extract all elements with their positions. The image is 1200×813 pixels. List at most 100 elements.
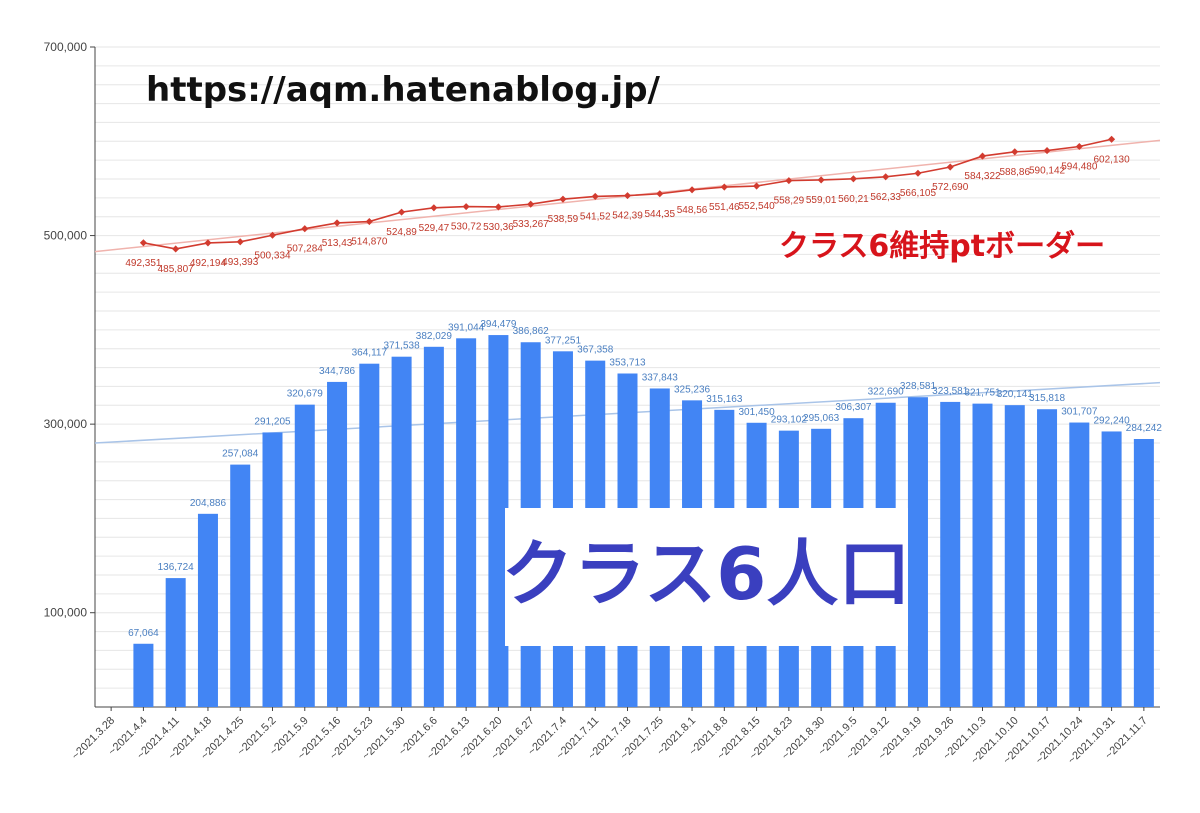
bar <box>1069 422 1090 707</box>
line-data-label: 492,194 <box>190 258 227 269</box>
line-data-label: 530,36 <box>483 222 514 233</box>
bar <box>1004 405 1025 707</box>
line-point <box>527 200 535 208</box>
line-data-label: 524,89 <box>386 227 417 238</box>
line-point <box>753 182 761 190</box>
line-data-label: 485,807 <box>158 264 195 275</box>
line-point <box>785 177 793 185</box>
line-data-label: 594,480 <box>1061 161 1098 172</box>
bar <box>294 404 315 707</box>
bar <box>327 381 348 707</box>
line-data-label: 590,142 <box>1029 166 1066 177</box>
line-data-label: 558,29 <box>774 196 805 207</box>
line-data-label: 513,43 <box>322 238 353 249</box>
y-tick-label: 100,000 <box>44 606 88 620</box>
line-data-label: 566,105 <box>900 188 937 199</box>
bar-data-label: 320,679 <box>287 389 324 400</box>
bar-data-label: 337,843 <box>642 372 679 383</box>
bar-data-label: 301,707 <box>1061 407 1098 418</box>
bar <box>165 578 186 707</box>
line-data-label: 588,86 <box>999 167 1030 178</box>
y-tick-label: 500,000 <box>44 229 88 243</box>
bar-data-label: 325,236 <box>674 384 711 395</box>
bar <box>423 346 444 707</box>
line-point <box>365 218 373 226</box>
bar-data-label: 257,084 <box>222 449 259 460</box>
bar-data-label: 353,713 <box>609 357 646 368</box>
bar-data-label: 322,690 <box>868 387 905 398</box>
line-point <box>462 203 470 211</box>
border-title-annotation: クラス6維持ptボーダー <box>779 229 1105 264</box>
bar-data-label: 367,358 <box>577 345 614 356</box>
line-point <box>204 239 212 247</box>
blog-url-annotation: https://aqm.hatenablog.jp/ <box>146 70 661 110</box>
line-data-label: 500,334 <box>254 250 291 261</box>
line-data-label: 559,01 <box>806 195 837 206</box>
line-data-label: 493,393 <box>222 257 259 268</box>
bar-data-label: 67,064 <box>128 628 159 639</box>
bar-data-label: 323,581 <box>932 386 969 397</box>
line-data-label: 544,35 <box>644 209 675 220</box>
line-point <box>591 192 599 200</box>
line-point <box>301 225 309 233</box>
line-point <box>559 195 567 203</box>
line-data-label: 551,46 <box>709 202 740 213</box>
line-point <box>656 190 664 198</box>
line-point <box>494 203 502 211</box>
bar-data-label: 293,102 <box>771 415 808 426</box>
line-point <box>914 169 922 177</box>
bar-data-label: 321,751 <box>964 388 1001 399</box>
bar <box>1101 431 1122 707</box>
bar <box>940 401 961 707</box>
line-series <box>139 135 1116 253</box>
bar-data-label: 328,581 <box>900 381 937 392</box>
line-data-label: 529,47 <box>419 223 450 234</box>
bar <box>1133 439 1154 707</box>
bar <box>456 338 477 707</box>
population-title-box <box>505 508 908 646</box>
line-point <box>236 238 244 246</box>
bar-data-label: 306,307 <box>835 402 872 413</box>
line-data-label: 552,540 <box>739 201 776 212</box>
bar-data-label: 136,724 <box>158 562 195 573</box>
bar-data-label: 391,044 <box>448 322 485 333</box>
bar-data-label: 204,886 <box>190 498 227 509</box>
line-point <box>398 208 406 216</box>
line-point <box>817 176 825 184</box>
bar <box>133 643 154 707</box>
line-point <box>882 173 890 181</box>
line-data-label: 514,870 <box>351 237 388 248</box>
bar <box>230 464 251 707</box>
line-point <box>623 192 632 200</box>
line-data-label: 507,284 <box>287 244 324 255</box>
bar <box>391 356 412 707</box>
line-point <box>268 231 277 239</box>
bar-data-labels: 67,064 136,724 204,886 257,084 291,205 320,67… <box>128 319 1162 639</box>
line-point <box>946 163 954 171</box>
line-data-label: 542,39 <box>612 211 643 222</box>
line-data-label: 530,72 <box>451 222 482 233</box>
line-point <box>139 239 147 247</box>
y-tick-label: 300,000 <box>44 417 88 431</box>
line-point <box>1011 148 1019 156</box>
bar-data-label: 344,786 <box>319 366 356 377</box>
bar-data-label: 284,242 <box>1126 423 1163 434</box>
bar-data-label: 315,818 <box>1029 393 1066 404</box>
bar-data-label: 364,117 <box>352 348 388 359</box>
line-point <box>688 186 696 194</box>
bar <box>972 403 993 707</box>
bar-data-label: 377,251 <box>545 335 582 346</box>
line-data-label: 492,351 <box>125 258 162 269</box>
bar-data-label: 382,029 <box>416 331 453 342</box>
bar-data-label: 295,063 <box>803 413 840 424</box>
line-point <box>333 219 341 227</box>
bar-data-label: 301,450 <box>739 407 776 418</box>
line-point <box>430 204 438 212</box>
y-axis-ticks: 100,000 300,000 500,000 700,000 <box>44 40 95 620</box>
bar <box>262 432 283 707</box>
bar-data-label: 386,862 <box>513 326 550 337</box>
bar <box>488 335 509 707</box>
y-tick-label: 700,000 <box>44 40 88 54</box>
line-data-label: 584,322 <box>964 171 1001 182</box>
